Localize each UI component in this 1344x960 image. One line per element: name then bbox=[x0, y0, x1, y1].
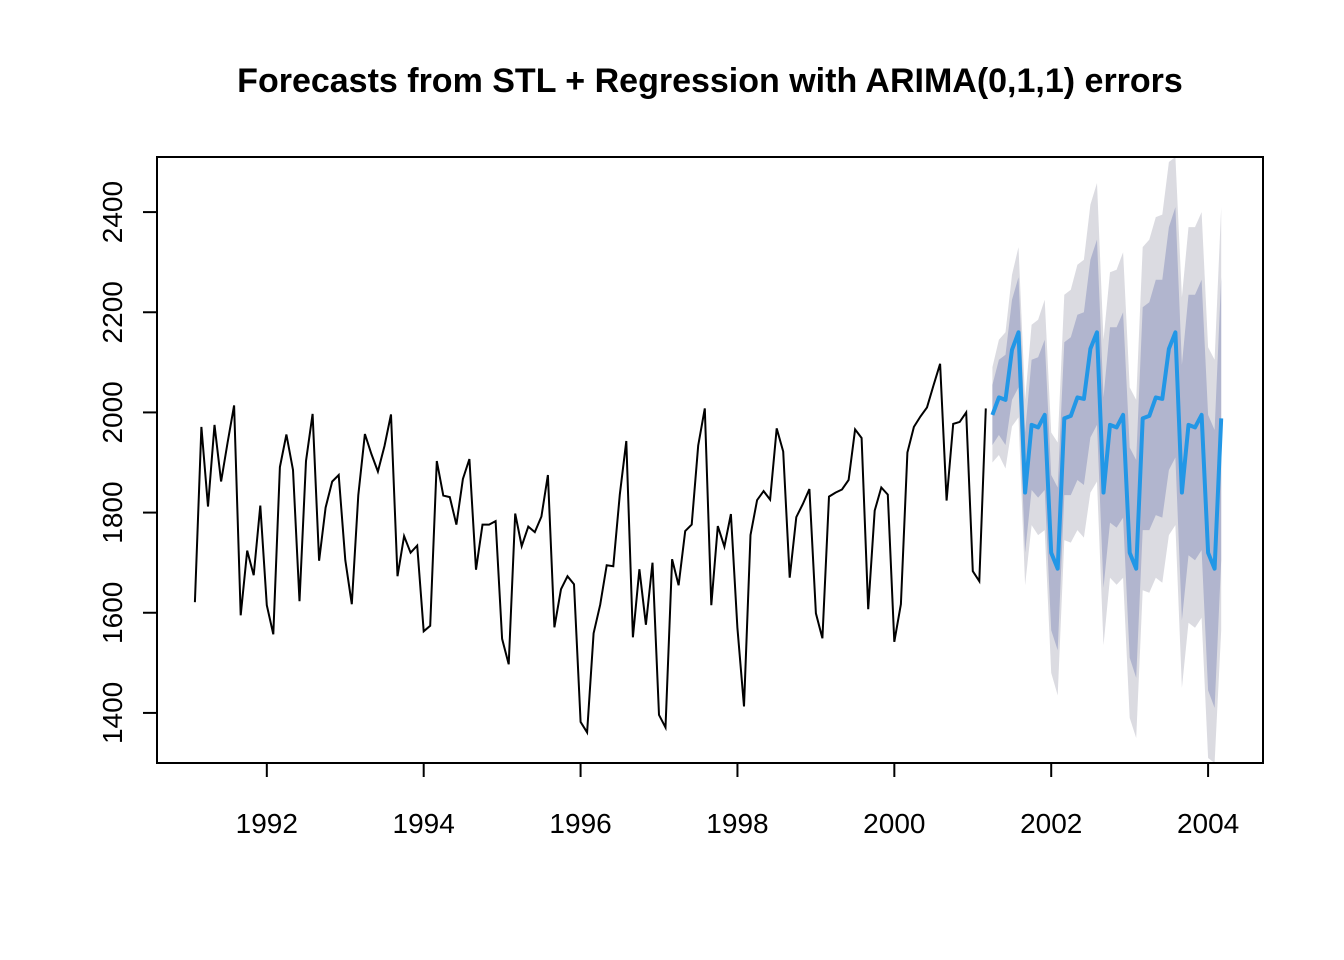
y-axis: 1400 1600 1800 2000 2200 2400 bbox=[97, 181, 158, 744]
x-tick-label: 2004 bbox=[1177, 808, 1239, 839]
x-tick-label: 1994 bbox=[393, 808, 455, 839]
x-tick-label: 1992 bbox=[236, 808, 298, 839]
x-axis: 1992 1994 1996 1998 2000 2002 2004 bbox=[236, 762, 1239, 839]
y-tick-label: 1400 bbox=[97, 682, 128, 744]
series-lines bbox=[193, 330, 1224, 736]
y-tick-label: 1800 bbox=[97, 481, 128, 543]
x-tick-label: 1998 bbox=[706, 808, 768, 839]
y-tick-label: 2200 bbox=[97, 281, 128, 343]
forecast-line bbox=[990, 330, 1224, 571]
x-tick-label: 1996 bbox=[549, 808, 611, 839]
x-tick-label: 2000 bbox=[863, 808, 925, 839]
chart-title: Forecasts from STL + Regression with ARI… bbox=[237, 62, 1183, 100]
history-line bbox=[193, 363, 987, 736]
x-tick-label: 2002 bbox=[1020, 808, 1082, 839]
y-tick-label: 2000 bbox=[97, 381, 128, 443]
y-tick-label: 1600 bbox=[97, 582, 128, 644]
y-tick-label: 2400 bbox=[97, 181, 128, 243]
